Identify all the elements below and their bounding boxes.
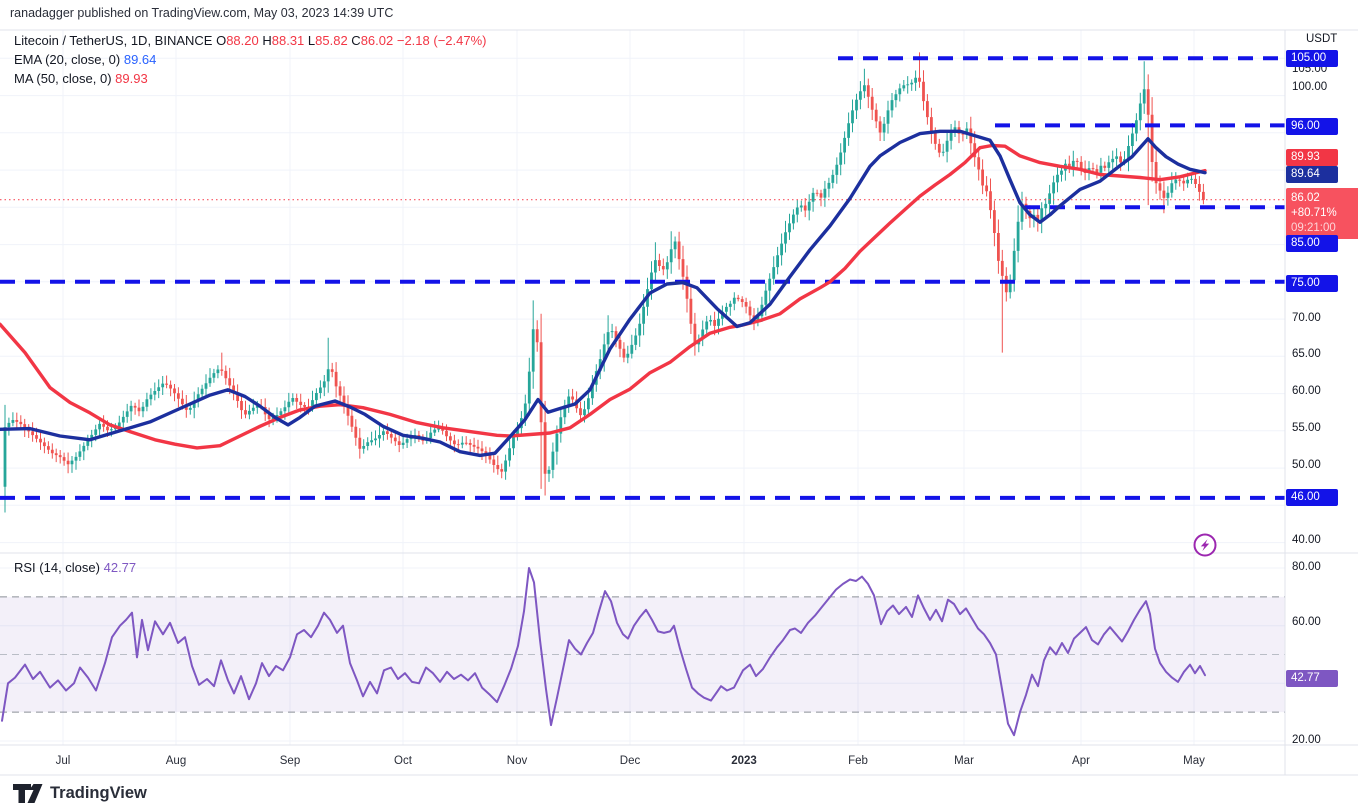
date-axis[interactable]: Jul Aug Sep Oct Nov Dec 2023 Feb Mar Apr May bbox=[0, 753, 1285, 775]
price-axis-tick: 60.00 bbox=[1292, 385, 1321, 397]
date-label-Nov: Nov bbox=[506, 755, 528, 767]
price-axis-tick: 65.00 bbox=[1292, 348, 1321, 360]
pane-separators bbox=[0, 29, 1358, 776]
rsi-axis-tick: 60.00 bbox=[1292, 616, 1321, 628]
date-label-Oct: Oct bbox=[394, 755, 412, 767]
price-axis-tick: 40.00 bbox=[1292, 534, 1321, 546]
ohlc-key: L bbox=[304, 33, 316, 48]
symbol-title: Litecoin / TetherUS, 1D, BINANCE bbox=[14, 33, 213, 48]
countdown-timer: 09:21:00 bbox=[1291, 222, 1336, 234]
change-percent: +80.71% bbox=[1291, 207, 1337, 219]
level-badge-46.00: 46.00 bbox=[1286, 489, 1338, 506]
rsi-value: 42.77 bbox=[103, 560, 137, 575]
price-axis-tick: 50.00 bbox=[1292, 459, 1321, 471]
ohlc-values: O88.20 H88.31 L85.82 C86.02 bbox=[216, 33, 397, 48]
last-price-badge: 86.02 +80.71% 09:21:00 bbox=[1286, 188, 1358, 239]
down-candle-bodies bbox=[15, 77, 1205, 474]
rsi-axis-tick: 20.00 bbox=[1292, 734, 1321, 746]
ma-value-badge: 89.93 bbox=[1286, 149, 1338, 166]
ma50-line bbox=[0, 143, 1207, 450]
lightning-icon bbox=[1193, 533, 1217, 557]
up-candle-bodies bbox=[3, 77, 1193, 487]
ma-legend: MA (50, close, 0) 89.93 bbox=[14, 71, 148, 86]
published-attribution: ranadagger published on TradingView.com,… bbox=[10, 6, 394, 20]
ema20-line bbox=[0, 129, 1207, 458]
date-label-Jul: Jul bbox=[55, 755, 71, 767]
rsi-label: RSI (14, close) bbox=[14, 560, 100, 575]
ma-value: 89.93 bbox=[115, 71, 148, 86]
tradingview-brand-text: TradingView bbox=[50, 784, 147, 802]
date-label-Aug: Aug bbox=[165, 755, 187, 767]
rsi-legend: RSI (14, close) 42.77 bbox=[14, 560, 136, 575]
level-badge-105.00: 105.00 bbox=[1286, 50, 1338, 67]
ohlc-value: 88.31 bbox=[271, 33, 305, 48]
date-label-Dec: Dec bbox=[619, 755, 641, 767]
date-label-Feb: Feb bbox=[848, 755, 868, 767]
ohlc-value: 88.20 bbox=[226, 33, 259, 48]
ohlc-key: C bbox=[347, 33, 361, 48]
ohlc-value: 85.82 bbox=[315, 33, 348, 48]
ema-label: EMA (20, close, 0) bbox=[14, 52, 121, 67]
level-badge-75.00: 75.00 bbox=[1286, 275, 1338, 292]
gridlines bbox=[0, 30, 1285, 745]
date-label-May: May bbox=[1183, 755, 1205, 767]
change-value: −2.18 (−2.47%) bbox=[396, 33, 487, 48]
rsi-axis-tick: 80.00 bbox=[1292, 561, 1321, 573]
symbol-legend: Litecoin / TetherUS, 1D, BINANCE O88.20 … bbox=[14, 33, 486, 48]
ema-value-badge: 89.64 bbox=[1286, 166, 1338, 183]
axis-currency-label: USDT bbox=[1306, 33, 1338, 45]
down-candle-wicks bbox=[16, 52, 1204, 496]
ohlc-key: H bbox=[258, 33, 272, 48]
date-label-2023: 2023 bbox=[731, 755, 757, 767]
rsi-value-badge: 42.77 bbox=[1286, 670, 1338, 687]
price-axis-tick: 55.00 bbox=[1292, 422, 1321, 434]
price-axis-tick: 70.00 bbox=[1292, 312, 1321, 324]
ema-value: 89.64 bbox=[123, 52, 157, 67]
ema-legend: EMA (20, close, 0) 89.64 bbox=[14, 52, 156, 67]
level-badge-96.00: 96.00 bbox=[1286, 118, 1338, 135]
date-label-Apr: Apr bbox=[1072, 755, 1090, 767]
ma-label: MA (50, close, 0) bbox=[14, 71, 112, 86]
tradingview-logo-icon bbox=[13, 784, 43, 803]
date-label-Sep: Sep bbox=[279, 755, 301, 767]
date-label-Mar: Mar bbox=[954, 755, 974, 767]
price-axis-tick: 100.00 bbox=[1292, 81, 1328, 93]
rsi-line bbox=[1, 567, 1206, 737]
ohlc-value: 86.02 bbox=[360, 33, 394, 48]
last-price-value: 86.02 bbox=[1291, 192, 1320, 204]
level-badge-85.00: 85.00 bbox=[1286, 235, 1338, 252]
ohlc-key: O bbox=[216, 33, 227, 48]
